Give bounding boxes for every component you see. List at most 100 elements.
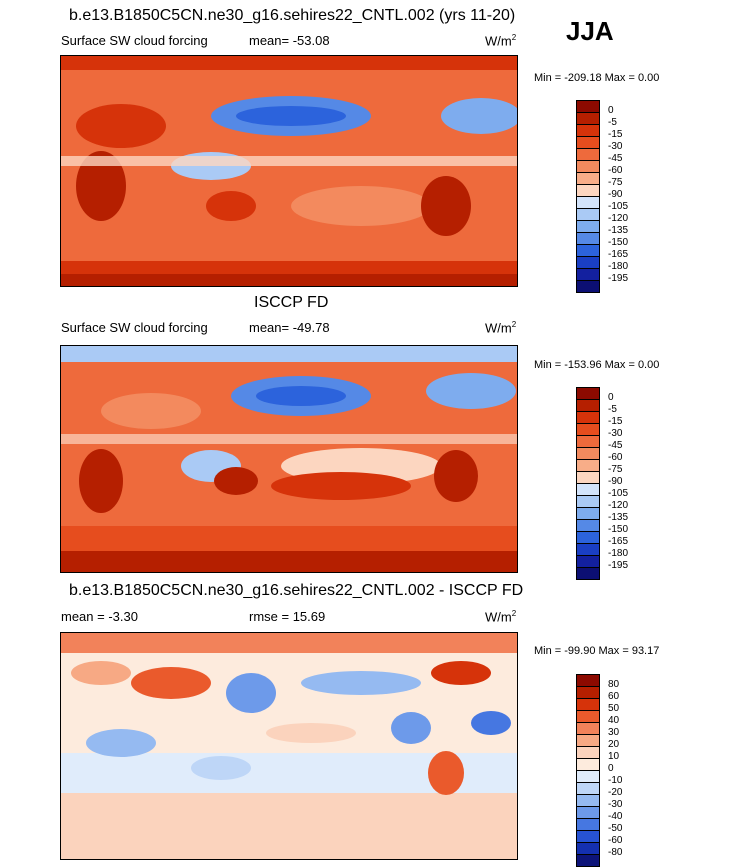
- colorbar-tick: 10: [608, 751, 620, 762]
- colorbar-tick: -195: [608, 273, 629, 284]
- map-plot-3: [61, 633, 517, 859]
- color-swatch: [577, 124, 599, 136]
- colorbar-tick: -5: [608, 117, 617, 128]
- color-swatch: [577, 746, 599, 758]
- colorbar-tick: -180: [608, 261, 629, 272]
- colorbar-tick: 60: [608, 691, 620, 702]
- color-swatch: [577, 782, 599, 794]
- colorbar-tick: -30: [608, 428, 623, 439]
- color-swatch: [577, 854, 599, 866]
- colorbar-tick: -105: [608, 201, 629, 212]
- panel2-units: W/m2: [485, 320, 517, 336]
- color-swatch: [577, 758, 599, 770]
- panel2-colorbar: [576, 387, 600, 580]
- colorbar-tick: -5: [608, 404, 617, 415]
- panel1-title: b.e13.B1850C5CN.ne30_g16.sehires22_CNTL.…: [69, 7, 516, 24]
- panel1-mean-label: mean= -53.08: [249, 33, 330, 48]
- colorbar-tick: 50: [608, 703, 620, 714]
- color-swatch: [577, 388, 599, 399]
- colorbar-tick: 0: [608, 763, 614, 774]
- color-swatch: [577, 818, 599, 830]
- color-swatch: [577, 842, 599, 854]
- panel3-units: W/m2: [485, 609, 517, 625]
- colorbar-tick: -105: [608, 488, 629, 499]
- panel2-minmax: Min = -153.96 Max = 0.00: [534, 359, 660, 371]
- colorbar-tick: -60: [608, 452, 623, 463]
- color-swatch: [577, 710, 599, 722]
- color-swatch: [577, 471, 599, 483]
- colorbar-tick: 80: [608, 679, 620, 690]
- color-swatch: [577, 184, 599, 196]
- color-swatch: [577, 806, 599, 818]
- colorbar-tick: 0: [608, 392, 614, 403]
- color-swatch: [577, 280, 599, 292]
- panel2-title: ISCCP FD: [254, 294, 329, 311]
- color-swatch: [577, 232, 599, 244]
- color-swatch: [577, 160, 599, 172]
- color-swatch: [577, 507, 599, 519]
- colorbar-tick: -135: [608, 225, 629, 236]
- panel1-colorbar: [576, 100, 600, 293]
- colorbar-tick: -60: [608, 165, 623, 176]
- panel2-left-label: Surface SW cloud forcing: [61, 320, 208, 335]
- color-swatch: [577, 256, 599, 268]
- colorbar-tick: -150: [608, 237, 629, 248]
- color-swatch: [577, 172, 599, 184]
- panel1-units: W/m2: [485, 33, 517, 49]
- color-swatch: [577, 399, 599, 411]
- color-swatch: [577, 196, 599, 208]
- color-swatch: [577, 435, 599, 447]
- color-swatch: [577, 794, 599, 806]
- colorbar-tick: -195: [608, 560, 629, 571]
- color-swatch: [577, 567, 599, 579]
- color-swatch: [577, 543, 599, 555]
- color-swatch: [577, 447, 599, 459]
- colorbar-tick: -165: [608, 249, 629, 260]
- color-swatch: [577, 459, 599, 471]
- color-swatch: [577, 555, 599, 567]
- colorbar-tick: -165: [608, 536, 629, 547]
- color-swatch: [577, 268, 599, 280]
- colorbar-tick: -75: [608, 464, 623, 475]
- colorbar-tick: -120: [608, 500, 629, 511]
- colorbar-tick: -90: [608, 476, 623, 487]
- colorbar-tick: -75: [608, 177, 623, 188]
- colorbar-tick: -45: [608, 440, 623, 451]
- color-swatch: [577, 519, 599, 531]
- color-swatch: [577, 101, 599, 112]
- color-swatch: [577, 770, 599, 782]
- panel3-title: b.e13.B1850C5CN.ne30_g16.sehires22_CNTL.…: [69, 582, 524, 599]
- colorbar-tick: -45: [608, 153, 623, 164]
- color-swatch: [577, 136, 599, 148]
- color-swatch: [577, 722, 599, 734]
- colorbar-tick: 20: [608, 739, 620, 750]
- color-swatch: [577, 675, 599, 686]
- colorbar-tick: -30: [608, 141, 623, 152]
- panel2-map: [60, 345, 518, 573]
- colorbar-tick: -135: [608, 512, 629, 523]
- colorbar-tick: -60: [608, 835, 623, 846]
- color-swatch: [577, 686, 599, 698]
- color-swatch: [577, 423, 599, 435]
- colorbar-tick: -180: [608, 548, 629, 559]
- color-swatch: [577, 244, 599, 256]
- colorbar-tick: -10: [608, 775, 623, 786]
- colorbar-tick: 0: [608, 105, 614, 116]
- color-swatch: [577, 483, 599, 495]
- panel3-rmse-label: rmse = 15.69: [249, 609, 326, 624]
- color-swatch: [577, 531, 599, 543]
- colorbar-tick: -120: [608, 213, 629, 224]
- season-label: JJA: [566, 16, 614, 46]
- color-swatch: [577, 208, 599, 220]
- panel3-colorbar: [576, 674, 600, 867]
- colorbar-tick: 30: [608, 727, 620, 738]
- color-swatch: [577, 495, 599, 507]
- colorbar-tick: -80: [608, 847, 623, 858]
- panel3-mean-label: mean = -3.30: [61, 609, 138, 624]
- colorbar-tick: -50: [608, 823, 623, 834]
- colorbar-tick: -90: [608, 189, 623, 200]
- color-swatch: [577, 220, 599, 232]
- colorbar-tick: -20: [608, 787, 623, 798]
- colorbar-tick: -150: [608, 524, 629, 535]
- panel3-minmax: Min = -99.90 Max = 93.17: [534, 645, 660, 657]
